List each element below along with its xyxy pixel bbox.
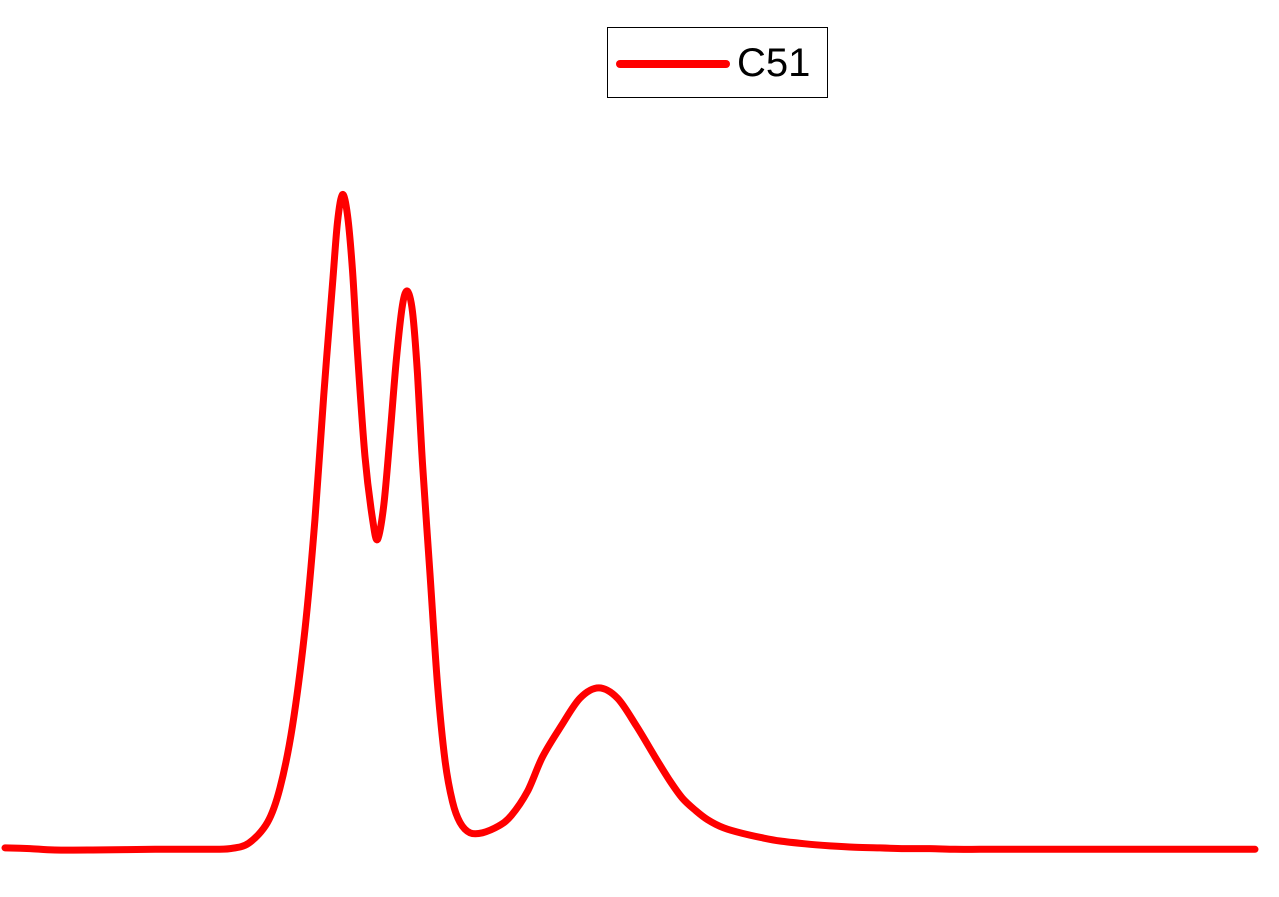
legend-swatch	[616, 60, 730, 68]
series-layer	[1, 190, 1259, 854]
series-line-0	[1, 190, 1259, 854]
legend: C51	[607, 27, 828, 98]
legend-label-series: C51	[737, 41, 811, 85]
